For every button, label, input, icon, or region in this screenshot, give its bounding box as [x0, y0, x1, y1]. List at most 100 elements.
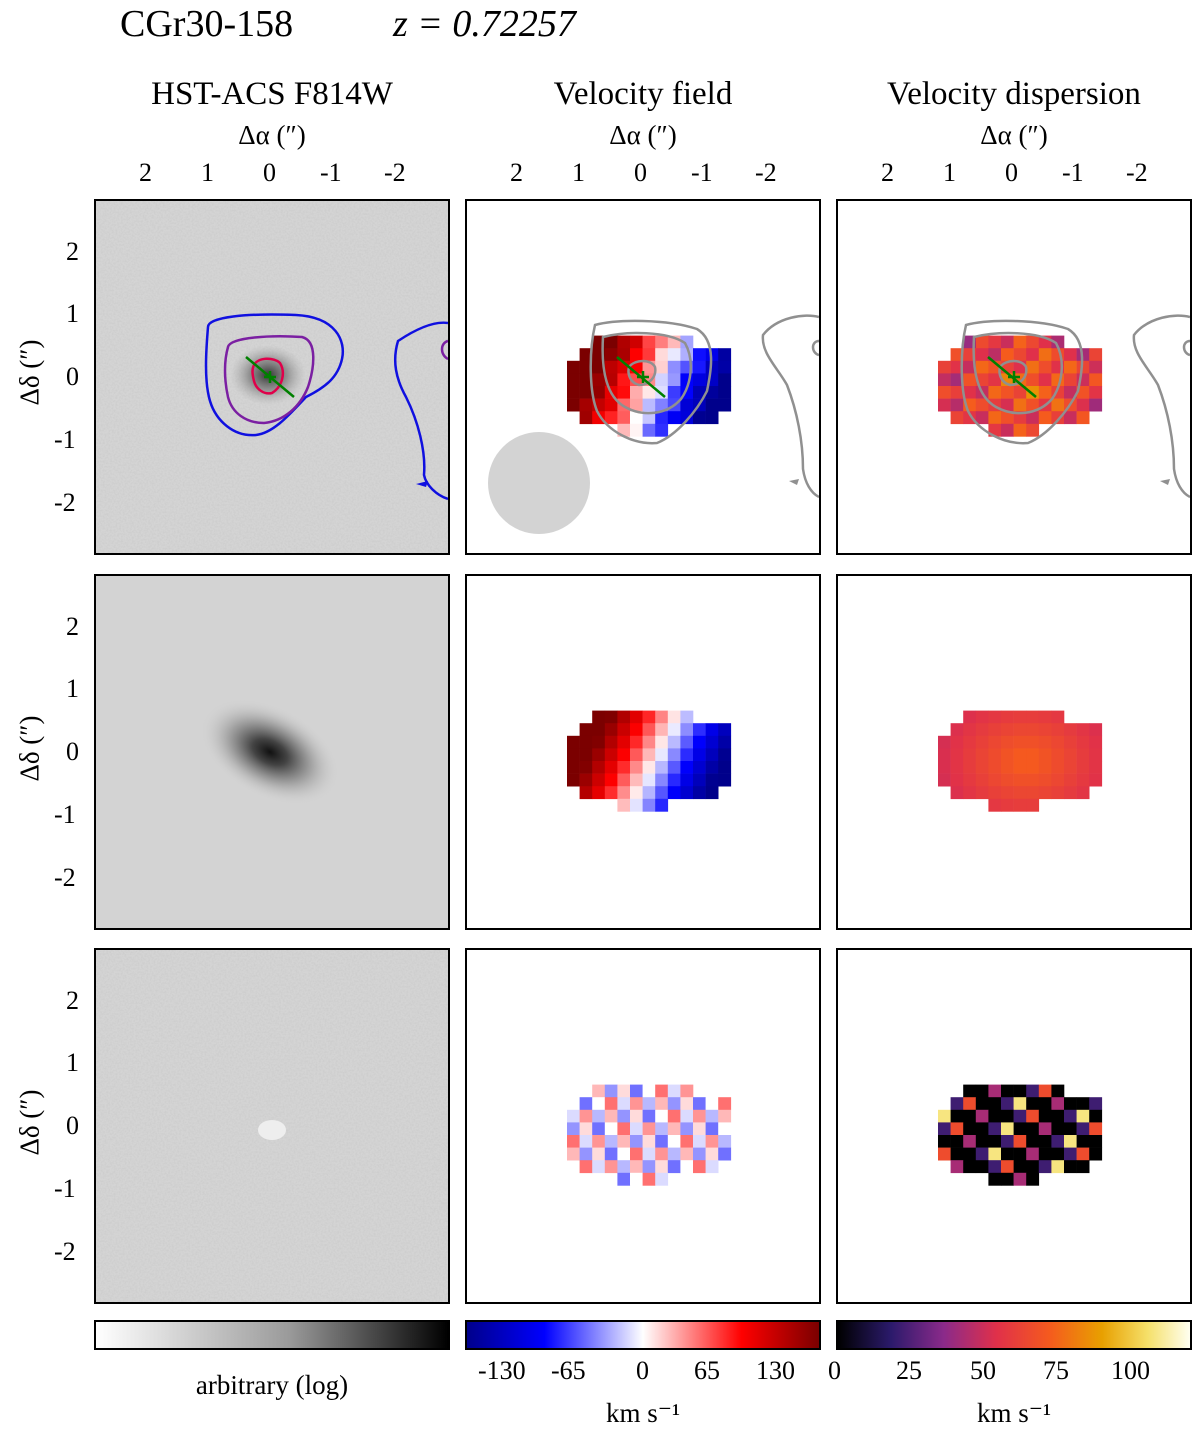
- velocity-pixel: [705, 1135, 719, 1148]
- velocity-pixel: [655, 1109, 669, 1123]
- velocity-pixel: [718, 1147, 732, 1161]
- dispersion-pixel: [1089, 761, 1103, 774]
- velocity-pixel: [693, 723, 706, 737]
- velocity-pixel: [567, 1147, 580, 1161]
- dispersion-pixel: [1013, 710, 1027, 724]
- dispersion-pixel: [1064, 360, 1077, 374]
- velocity-pixel: [579, 348, 593, 362]
- dispersion-pixel: [963, 360, 977, 374]
- x-tick-label: 1: [943, 158, 956, 187]
- velocity-pixel: [693, 360, 706, 374]
- velocity-pixel: [617, 1109, 631, 1123]
- velocity-pixel: [567, 773, 580, 787]
- velocity-pixel: [718, 398, 732, 412]
- velocity-pixel: [579, 411, 593, 425]
- dispersion-pixel: [1013, 1084, 1027, 1098]
- y-tick-label: 0: [66, 737, 79, 766]
- x-tick-label: -1: [1062, 158, 1084, 187]
- velocity-pixel: [667, 1109, 681, 1123]
- dispersion-pixel: [975, 335, 989, 349]
- dispersion-pixel: [1076, 398, 1090, 412]
- velocity-pixel: [604, 773, 618, 787]
- dispersion-pixel: [988, 1160, 1002, 1174]
- velocity-pixel: [642, 411, 656, 425]
- panel-hst-residual: [94, 948, 450, 1304]
- velocity-pixel: [667, 773, 681, 787]
- contour-middle: [601, 331, 693, 415]
- velocity-pixel: [693, 761, 706, 774]
- dispersion-pixel: [1001, 748, 1014, 762]
- hst-residual-image: [96, 950, 448, 1302]
- velocity-pixel: [642, 386, 656, 399]
- x-tick-label: -2: [1126, 158, 1148, 187]
- velocity-pixel: [718, 1097, 732, 1111]
- y-axis-label-row1: Δδ (″): [14, 339, 45, 406]
- velocity-pixel: [693, 348, 706, 362]
- velocity-pixel: [617, 1147, 631, 1161]
- velocity-pixel: [693, 1109, 706, 1123]
- dispersion-pixel: [975, 1122, 989, 1136]
- velocity-pixel: [617, 798, 631, 812]
- dispersion-pixel: [1089, 748, 1103, 762]
- velocity-pixel: [630, 386, 643, 399]
- dispersion-pixel: [963, 1122, 977, 1136]
- dispersion-pixel: [950, 761, 964, 774]
- velocity-pixel: [655, 335, 669, 349]
- dispersion-pixel: [1064, 735, 1077, 749]
- velocity-pixel: [630, 348, 643, 362]
- velocity-pixel: [642, 786, 656, 800]
- velocity-pixel: [604, 1147, 618, 1161]
- velocity-pixel: [604, 411, 618, 425]
- dispersion-pixel: [1026, 773, 1040, 787]
- velocity-pixel: [705, 723, 719, 737]
- velocity-dispersion-model-map: [938, 710, 1103, 812]
- dispersion-pixel: [1064, 411, 1077, 425]
- dispersion-pixel: [938, 773, 951, 787]
- dispersion-pixel: [1051, 1135, 1065, 1148]
- y-tick-label: 2: [66, 237, 79, 266]
- dispersion-pixel: [1038, 735, 1052, 749]
- velocity-pixel: [617, 710, 631, 724]
- velocity-pixel: [718, 773, 732, 787]
- velocity-pixel: [680, 335, 694, 349]
- velocity-pixel: [642, 398, 656, 412]
- velocity-pixel: [579, 1147, 593, 1161]
- velocity-pixel: [667, 411, 681, 425]
- dispersion-pixel: [1064, 748, 1077, 762]
- dispersion-pixel: [1076, 1160, 1090, 1174]
- dispersion-pixel: [1076, 1109, 1090, 1123]
- velocity-pixel: [655, 710, 669, 724]
- dispersion-pixel: [1013, 1135, 1027, 1148]
- velocity-pixel: [630, 335, 643, 349]
- velocity-pixel: [630, 398, 643, 412]
- velocity-pixel: [680, 1109, 694, 1123]
- cbar-tick-label: 130: [756, 1356, 795, 1385]
- velocity-pixel: [617, 1160, 631, 1174]
- velocity-pixel: [579, 373, 593, 387]
- velocity-pixel: [667, 1122, 681, 1136]
- dispersion-pixel: [1076, 411, 1090, 425]
- cbar-tick-label: -130: [478, 1356, 526, 1385]
- x-tick-label: -1: [320, 158, 342, 187]
- col-title-hst: HST-ACS F814W: [151, 76, 393, 112]
- dispersion-pixel: [950, 1147, 964, 1161]
- velocity-pixel: [693, 1097, 706, 1111]
- dispersion-pixel: [1089, 1122, 1103, 1136]
- dispersion-pixel: [1038, 748, 1052, 762]
- velocity-pixel: [592, 786, 606, 800]
- velocity-pixel: [642, 773, 656, 787]
- velocity-pixel: [693, 786, 706, 800]
- velocity-pixel: [604, 1097, 618, 1111]
- dispersion-pixel: [1026, 761, 1040, 774]
- velocity-pixel: [617, 723, 631, 737]
- dispersion-pixel: [1064, 386, 1077, 399]
- velocity-pixel: [655, 1084, 669, 1098]
- cbar-tick-label: -65: [551, 1356, 586, 1385]
- velocity-pixel: [718, 386, 732, 399]
- dispersion-pixel: [1064, 1147, 1077, 1161]
- x-tick-label: -1: [691, 158, 713, 187]
- velocity-pixel: [667, 386, 681, 399]
- x-tick-label: 0: [1005, 158, 1018, 187]
- velocity-pixel: [705, 411, 719, 425]
- y-tick-label: 1: [66, 299, 79, 328]
